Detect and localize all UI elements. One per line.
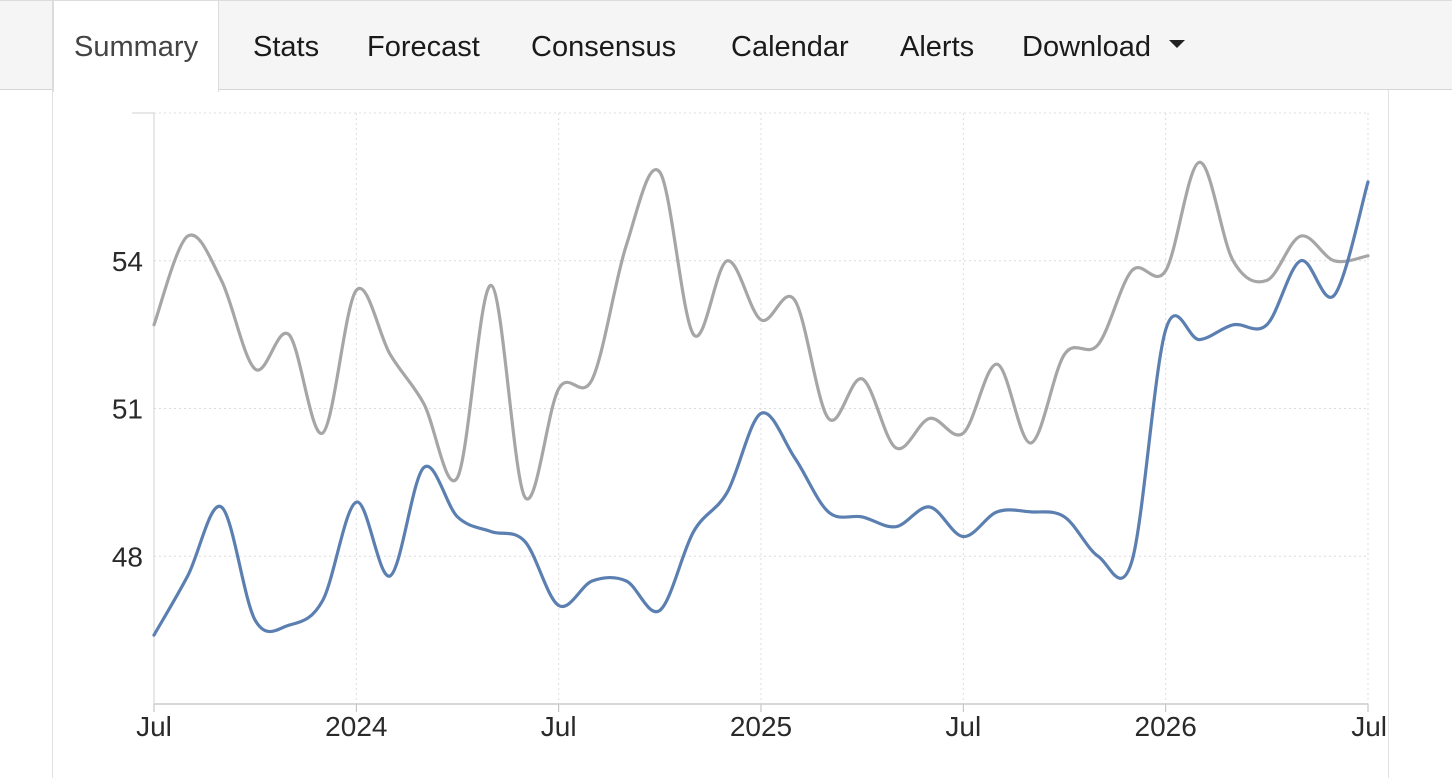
tab-alerts[interactable]: Alerts [900, 1, 974, 90]
tab-download-label: Download [1022, 31, 1151, 63]
y-tick-label: 54 [112, 246, 143, 277]
tab-download[interactable]: Download [1022, 1, 1185, 90]
tab-bar-edge [52, 1, 53, 91]
panel-right-border [1388, 90, 1389, 778]
y-tick-label: 51 [112, 394, 143, 425]
x-tick-label: Jul [945, 711, 981, 742]
tab-consensus-label: Consensus [531, 31, 677, 63]
y-tick-label: 48 [112, 541, 143, 572]
caret-down-icon[interactable] [1168, 40, 1185, 49]
tab-bar: Summary Stats Forecast Consensus Calenda… [0, 0, 1452, 92]
x-tick-label: Jul [136, 711, 172, 742]
x-tick-label: Jul [1351, 711, 1387, 742]
tab-stats[interactable]: Stats [253, 1, 319, 90]
tab-alerts-label: Alerts [900, 31, 975, 63]
tab-forecast[interactable]: Forecast [367, 1, 480, 90]
x-tick-label: 2025 [730, 711, 792, 742]
tab-calendar-label: Calendar [731, 31, 849, 63]
x-tick-label: 2026 [1135, 711, 1197, 742]
series-line-blue [152, 180, 1370, 637]
tab-forecast-label: Forecast [367, 31, 480, 63]
panel-left-border [52, 90, 53, 778]
tab-summary[interactable]: Summary [53, 1, 220, 92]
x-tick-label: 2024 [325, 711, 387, 742]
tab-stats-label: Stats [253, 31, 320, 63]
x-tick-label: Jul [541, 711, 577, 742]
series-line-gray [152, 160, 1370, 501]
tab-summary-label: Summary [74, 31, 199, 63]
tab-calendar[interactable]: Calendar [731, 1, 849, 90]
tab-consensus[interactable]: Consensus [531, 1, 676, 90]
